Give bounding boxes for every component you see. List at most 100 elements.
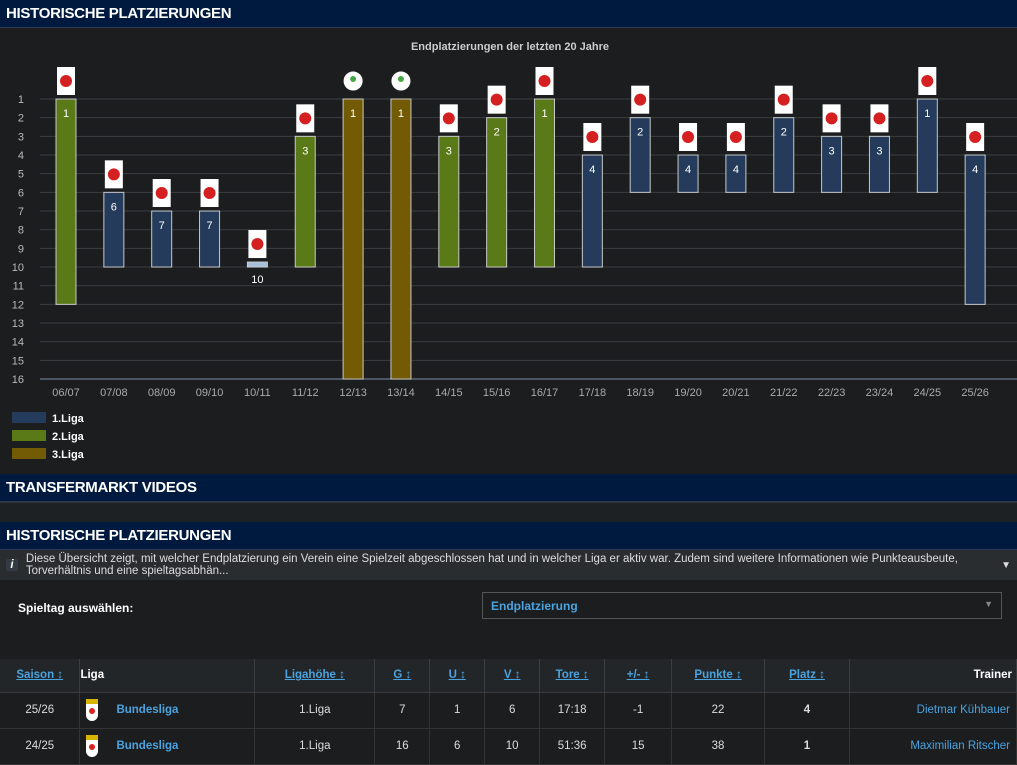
y-tick-label: 11	[13, 281, 24, 293]
y-tick-label: 5	[18, 169, 24, 181]
y-tick-label: 14	[12, 337, 24, 349]
cell[interactable]: Bundesliga	[79, 692, 256, 729]
column-header[interactable]: Tore ↕	[539, 659, 606, 693]
bar	[103, 191, 125, 268]
x-tick-label: 19/20	[674, 387, 702, 399]
bar	[677, 154, 699, 193]
x-tick-label: 11/12	[292, 387, 319, 399]
column-header[interactable]: Saison ↕	[0, 659, 81, 693]
x-tick-label: 18/19	[626, 387, 654, 399]
history-table: Saison ↕ Liga Ligahöhe ↕ G ↕ U ↕ V ↕ Tore ↕ +/-…	[0, 659, 1017, 765]
info-bar[interactable]: i Diese Übersicht zeigt, mit welcher End…	[0, 550, 1017, 580]
y-tick-label: 12	[12, 299, 24, 311]
legend-swatch	[12, 412, 46, 423]
legend-swatch	[12, 430, 46, 441]
y-tick-label: 10	[12, 262, 24, 274]
legend-label: 1.Liga	[52, 413, 85, 425]
table-row: 25/26 Bundesliga 1.Liga 7 1 6 17:18 -1 22 4 Dietma…	[0, 692, 1017, 729]
cell-text: 16	[395, 740, 409, 752]
cell: 25/26	[0, 692, 81, 729]
cell-text: 10	[505, 740, 519, 752]
cell-text: 51:36	[557, 740, 587, 752]
league-logo-icon	[86, 735, 99, 757]
cell-text: 1.Liga	[299, 740, 331, 752]
x-tick-label: 15/16	[483, 387, 511, 399]
chart-title: Endplatzierungen der letzten 20 Jahre	[411, 41, 609, 53]
cell: 51:36	[539, 728, 606, 765]
league-logo-icon	[86, 699, 99, 721]
cell: 24/25	[0, 728, 81, 765]
column-header[interactable]: Platz ↕	[764, 659, 850, 693]
legend-swatch	[12, 448, 46, 459]
y-tick-label: 16	[12, 374, 24, 386]
bar-label: 2	[637, 127, 643, 139]
y-tick-label: 13	[12, 318, 24, 330]
bar	[964, 154, 986, 305]
bar	[821, 135, 843, 193]
bar-label: 10	[251, 274, 263, 286]
cell: 4	[764, 692, 850, 729]
cell: 15	[604, 728, 673, 765]
column-header: Liga	[79, 659, 256, 693]
cell-text: Dietmar Kühbauer	[916, 704, 1010, 716]
cell-text: 1	[454, 704, 461, 716]
cell-text: 7	[399, 704, 406, 716]
matchday-select-value: Endplatzierung	[491, 599, 578, 613]
matchday-select[interactable]: Endplatzierung ▼	[482, 592, 1002, 619]
bar-label: 3	[302, 145, 308, 157]
legend-label: 2.Liga	[52, 431, 85, 443]
league-logo-icon	[729, 131, 742, 144]
league-logo-icon	[350, 76, 357, 82]
league-logo-icon	[634, 93, 647, 106]
cell-text: 24/25	[25, 740, 55, 752]
chart-svg: Endplatzierungen der letzten 20 Jahre 12 3…	[12, 41, 1017, 461]
placement-chart: Endplatzierungen der letzten 20 Jahre 1 2 3…	[0, 28, 1017, 474]
league-logo-icon	[969, 131, 982, 144]
league-logo-icon	[586, 131, 599, 144]
table-section-header: HISTORISCHE PLATZIERUNGEN	[0, 522, 1017, 550]
league-logo-icon	[60, 75, 72, 87]
bar	[294, 135, 316, 268]
league-logo-icon	[299, 112, 312, 125]
y-tick-label: 2	[18, 113, 24, 125]
matchday-select-row: Spieltag auswählen: Endplatzierung ▼	[0, 580, 1017, 636]
cell: 1	[429, 692, 486, 729]
y-tick-label: 4	[18, 150, 24, 162]
cell: 6	[429, 728, 486, 765]
column-header[interactable]: U ↕	[429, 659, 486, 693]
league-logo-icon	[777, 93, 790, 106]
bar	[486, 117, 508, 268]
cell-text: Maximilian Ritscher	[910, 740, 1010, 752]
cell: 38	[671, 728, 766, 765]
y-tick-label: 9	[18, 243, 24, 255]
bar-label: 3	[829, 145, 835, 157]
cell[interactable]: Dietmar Kühbauer	[849, 692, 1017, 729]
x-tick-label: 12/13	[339, 387, 367, 399]
league-logo-icon	[873, 112, 886, 125]
chart-section-header: HISTORISCHE PLATZIERUNGEN	[0, 0, 1017, 28]
chevron-down-icon: ▼	[984, 599, 993, 609]
bar	[916, 98, 938, 193]
bar-label: 3	[446, 145, 452, 157]
bar-label: 4	[733, 164, 739, 176]
cell: 22	[671, 692, 766, 729]
column-header[interactable]: +/- ↕	[604, 659, 673, 693]
league-logo-icon	[251, 238, 264, 251]
column-header[interactable]: G ↕	[374, 659, 431, 693]
column-header[interactable]: V ↕	[484, 659, 541, 693]
x-tick-label: 10/11	[244, 387, 271, 399]
info-icon: i	[6, 559, 18, 571]
cell-text: -1	[632, 704, 644, 716]
bar	[773, 117, 795, 193]
league-logo-icon	[490, 93, 503, 106]
column-header[interactable]: Ligahöhe ↕	[254, 659, 376, 693]
legend-label: 3.Liga	[52, 449, 85, 461]
league-logo-icon	[682, 131, 695, 144]
bar-label: 7	[159, 220, 165, 232]
bar-label: 6	[111, 201, 117, 213]
column-header[interactable]: Punkte ↕	[671, 659, 766, 693]
bar-label: 3	[876, 145, 882, 157]
expand-arrow-icon[interactable]: ▼	[1001, 559, 1011, 571]
x-tick-label: 24/25	[914, 387, 942, 399]
cell: 16	[374, 728, 431, 765]
